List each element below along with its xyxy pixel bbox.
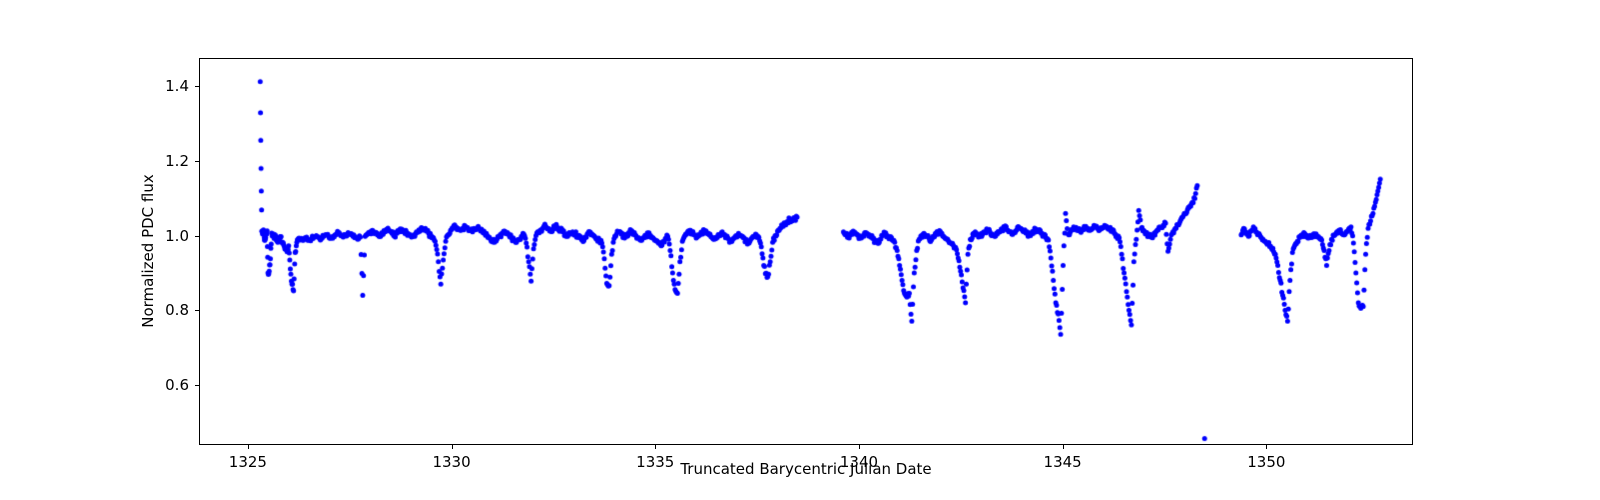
x-tick-mark xyxy=(858,445,861,449)
y-tick-mark xyxy=(195,235,199,237)
y-tick-label: 1.4 xyxy=(165,77,189,96)
y-tick-mark xyxy=(195,86,199,88)
y-tick-label: 0.8 xyxy=(165,301,189,320)
x-axis-label: Truncated Barycentric Julian Date xyxy=(680,460,932,478)
x-tick-label: 1325 xyxy=(228,453,267,471)
x-tick-label: 1330 xyxy=(432,453,471,471)
x-tick-label: 1345 xyxy=(1043,453,1082,471)
y-tick-label: 1.2 xyxy=(165,151,189,170)
scatter-plot-canvas xyxy=(200,59,1412,444)
x-tick-label: 1340 xyxy=(839,453,879,471)
y-axis-label: Normalized PDC flux xyxy=(139,174,157,328)
x-tick-mark xyxy=(1266,445,1268,449)
y-tick-label: 0.6 xyxy=(165,376,189,395)
x-tick-mark xyxy=(247,445,249,449)
x-tick-mark xyxy=(1062,445,1064,449)
x-tick-mark xyxy=(655,445,657,449)
y-tick-mark xyxy=(195,160,199,162)
y-tick-label: 1.0 xyxy=(165,226,189,245)
y-tick-mark xyxy=(195,385,199,387)
plot-axes xyxy=(199,58,1413,445)
x-tick-mark xyxy=(451,445,453,449)
x-tick-label: 1335 xyxy=(636,453,675,471)
y-tick-mark xyxy=(195,310,199,312)
x-tick-label: 1350 xyxy=(1247,453,1286,471)
